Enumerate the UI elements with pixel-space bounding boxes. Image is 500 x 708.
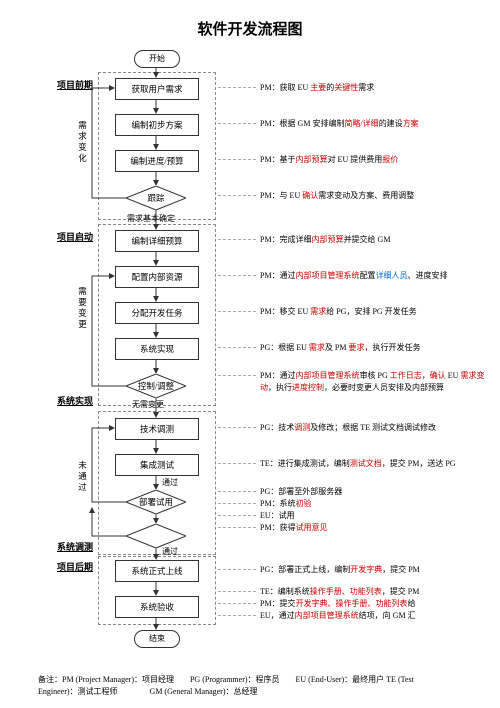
start-terminator: 开始: [134, 50, 180, 68]
leader-line: [218, 311, 256, 312]
annotation-18: EU，通过内部项目管理系统结项，向 GM 汇: [260, 610, 490, 622]
annotation-17: PM：提交开发字典、操作手册、功能列表给: [260, 598, 490, 610]
footer-note: 备注：PM (Project Manager)：项目经理 PG (Program…: [38, 674, 480, 698]
page-title: 软件开发流程图: [0, 18, 500, 39]
leader-line: [218, 463, 256, 464]
side-label-lv3: 未通过: [78, 460, 87, 493]
annotation-2: PM：基于内部预算对 EU 提供费用报价: [260, 154, 490, 166]
process-n1: 获取用户需求: [115, 78, 199, 100]
annotation-15: PG：部署正式上线，编制开发字典，提交 PM: [260, 564, 490, 576]
annotation-0: PM：获取 EU 主要的关键性需求: [260, 82, 490, 94]
edge-label-el3: 通过: [162, 477, 178, 488]
annotation-13: EU：试用: [260, 510, 490, 522]
process-n4: 编制详细预算: [115, 230, 199, 252]
process-n2: 编制初步方案: [115, 114, 199, 136]
section-label-s5: 项目后期: [57, 560, 93, 573]
leader-line: [218, 375, 256, 376]
footer-line: 备注：PM (Project Manager)：项目经理 PG (Program…: [38, 674, 480, 686]
annotation-1: PM：根据 GM 安排编制简略/详细的建设方案: [260, 118, 490, 130]
annotation-10: TE：进行集成测试，编制测试文档，提交 PM，送达 PG: [260, 458, 490, 470]
process-n9: 集成测试: [115, 454, 199, 476]
side-label-lv2: 需要变更: [78, 286, 87, 330]
leader-line: [218, 275, 256, 276]
annotation-8: PM：通过内部项目管理系统审核 PG 工作日志，确认 EU 需求变动，执行进度控…: [260, 370, 490, 394]
leader-line: [218, 603, 256, 604]
process-n11: 系统验收: [115, 596, 199, 618]
process-n5: 配置内部资源: [115, 266, 199, 288]
annotation-9: PG：技术调测及修改；根据 TE 测试文档调试修改: [260, 422, 490, 434]
leader-line: [218, 159, 256, 160]
decision-d2: 控制/调整: [126, 374, 186, 398]
edge-label-el4: 通过: [162, 546, 178, 557]
annotation-11: PG：部署至外部服务器: [260, 486, 490, 498]
annotation-4: PM：完成详细内部预算并提交给 GM: [260, 234, 490, 246]
section-label-s3: 系统实现: [57, 394, 93, 407]
annotation-16: TE：编制系统操作手册、功能列表，提交 PM: [260, 586, 490, 598]
edge-label-el2: 无需变更: [132, 399, 164, 410]
annotation-14: PM：获得试用意见: [260, 522, 490, 534]
process-n3: 编制进度/预算: [115, 150, 199, 172]
leader-line: [218, 527, 256, 528]
annotation-3: PM：与 EU 确认需求变动及方案、费用调整: [260, 190, 490, 202]
footer-line: Engineer)：测试工程师 GM (General Manager)：总经理: [38, 686, 480, 698]
leader-line: [218, 347, 256, 348]
annotation-6: PM：移交 EU 需求给 PG，安排 PG 开发任务: [260, 306, 490, 318]
section-label-s2: 项目启动: [57, 230, 93, 243]
leader-line: [218, 87, 256, 88]
edge-label-el1: 需求基本确定: [127, 213, 175, 224]
annotation-7: PG：根据 EU 需求及 PM 要求，执行开发任务: [260, 342, 490, 354]
leader-line: [218, 239, 256, 240]
leader-line: [218, 569, 256, 570]
leader-line: [218, 503, 256, 504]
leader-line: [218, 615, 256, 616]
end-terminator: 结束: [134, 630, 180, 648]
decision-d3: 部署试用: [126, 490, 186, 514]
annotation-5: PM：通过内部项目管理系统配置详细人员、进度安排: [260, 270, 490, 282]
process-n10: 系统正式上线: [115, 560, 199, 582]
process-n8: 技术调测: [115, 418, 199, 440]
leader-line: [218, 491, 256, 492]
side-label-lv1: 需求变化: [78, 120, 87, 164]
leader-line: [218, 515, 256, 516]
leader-line: [218, 591, 256, 592]
process-n7: 系统实现: [115, 338, 199, 360]
leader-line: [218, 195, 256, 196]
decision-d4: [126, 524, 186, 548]
leader-line: [218, 427, 256, 428]
decision-d1: 跟踪: [126, 186, 186, 210]
section-label-s4: 系统调测: [57, 540, 93, 553]
annotation-12: PM：系统初验: [260, 498, 490, 510]
section-label-s1: 项目前期: [57, 78, 93, 91]
process-n6: 分配开发任务: [115, 302, 199, 324]
leader-line: [218, 123, 256, 124]
